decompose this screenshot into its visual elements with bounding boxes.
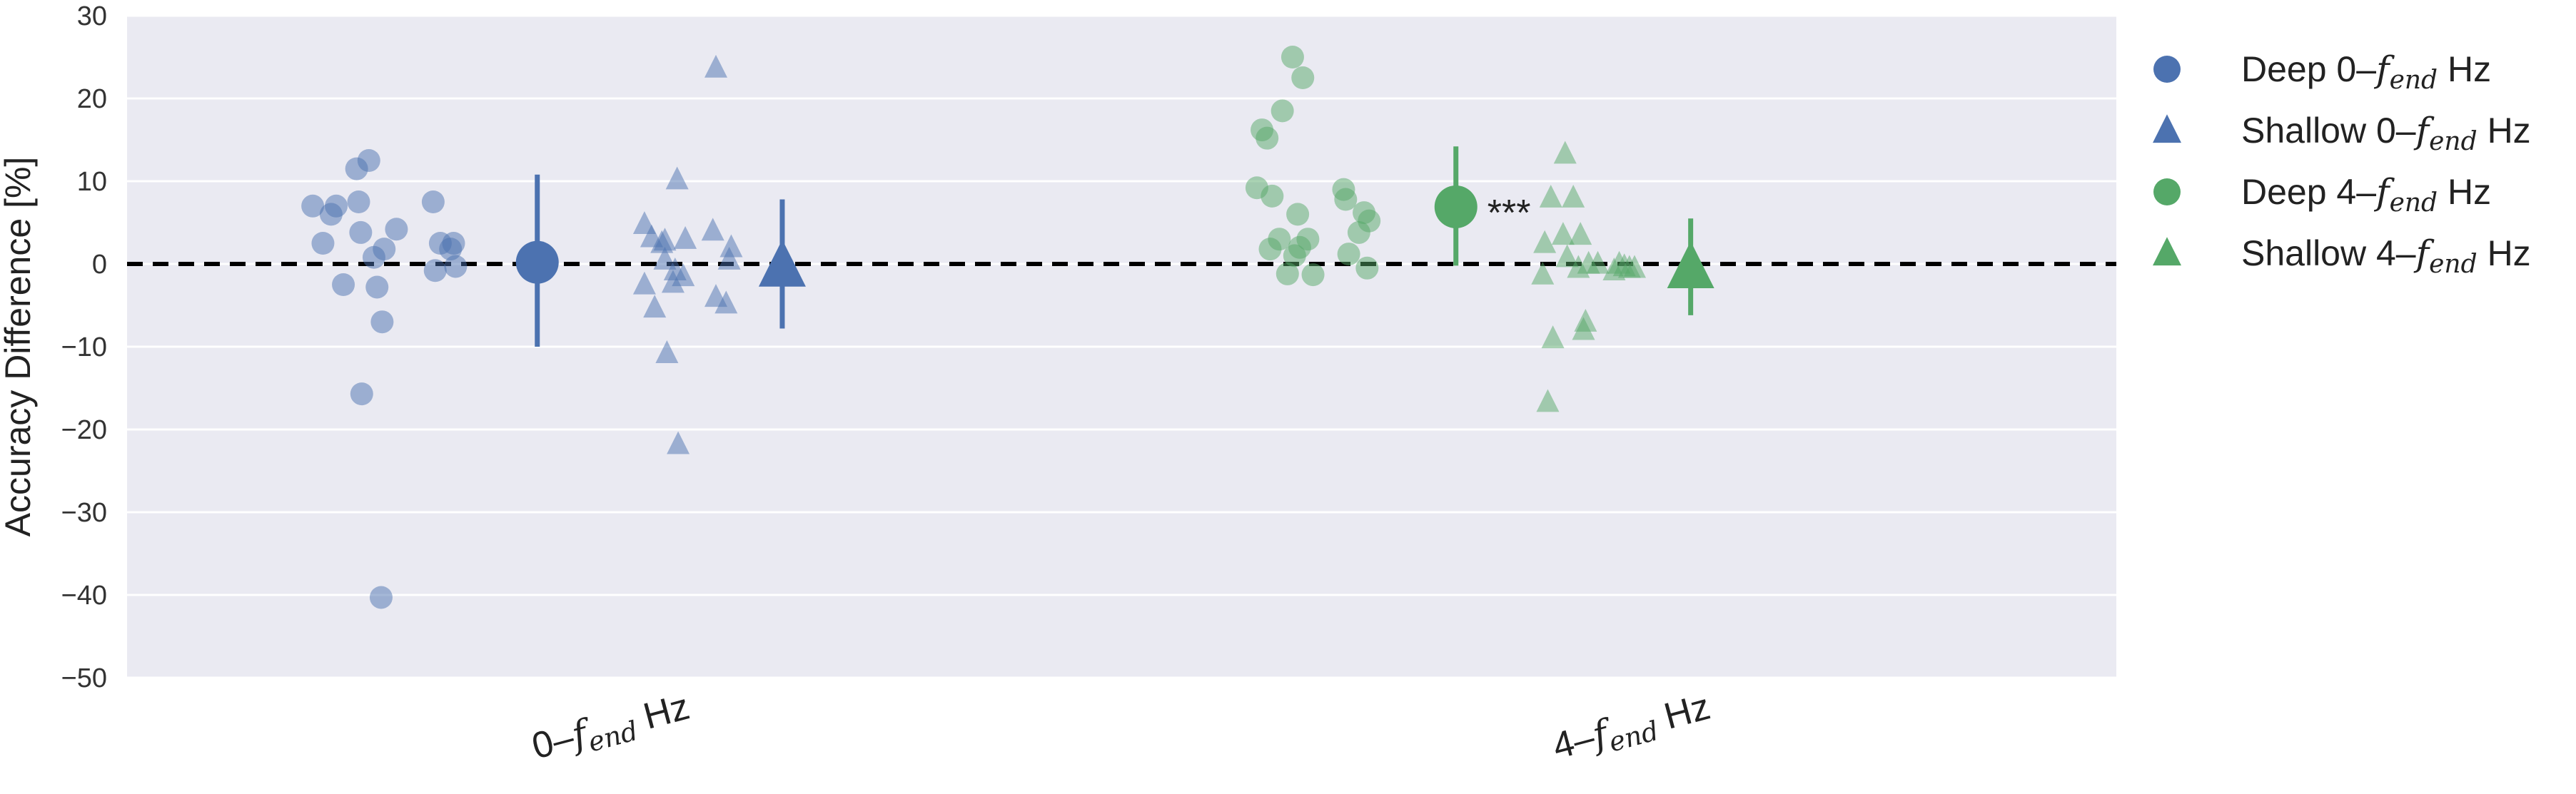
mean-marker xyxy=(1434,185,1478,228)
data-point xyxy=(370,310,394,334)
legend-marker xyxy=(2153,237,2181,266)
data-point xyxy=(1555,244,1579,268)
mean-markers: *** xyxy=(515,146,1714,347)
legend-label: Shallow 4–fend Hz xyxy=(2241,233,2531,279)
data-point xyxy=(667,431,690,454)
data-point xyxy=(1623,255,1646,278)
y-axis-label: Accuracy Difference [%] xyxy=(0,157,38,537)
legend: Deep 0–fend Hz Shallow 0–fend Hz Deep 4–fe… xyxy=(2153,49,2531,279)
series-points xyxy=(632,54,743,454)
data-point xyxy=(1256,126,1279,150)
data-point xyxy=(1358,209,1381,233)
data-point xyxy=(719,234,743,258)
data-point xyxy=(672,263,695,287)
x-category-label: 4–fend Hz xyxy=(1548,685,1716,772)
data-point xyxy=(349,220,373,244)
mean-marker xyxy=(515,240,559,284)
data-point xyxy=(661,270,685,293)
data-point xyxy=(655,340,679,363)
data-point xyxy=(1355,256,1379,280)
legend-label: Deep 0–fend Hz xyxy=(2241,49,2491,95)
mean-marker xyxy=(1667,241,1714,289)
data-point xyxy=(442,232,465,255)
legend-item: Shallow 0–fend Hz xyxy=(2153,110,2531,156)
data-point xyxy=(1261,184,1284,208)
data-point xyxy=(1533,230,1557,253)
series-points xyxy=(301,149,468,609)
y-tick-label: 20 xyxy=(77,84,107,114)
data-point xyxy=(674,225,697,249)
data-point xyxy=(444,255,468,278)
legend-marker xyxy=(2153,114,2181,143)
data-point xyxy=(1536,389,1560,412)
data-point xyxy=(347,190,370,213)
data-point xyxy=(714,290,738,314)
data-point xyxy=(1291,66,1315,89)
data-point xyxy=(423,259,447,283)
legend-marker xyxy=(2153,178,2181,205)
y-tick-label: 10 xyxy=(77,167,107,197)
legend-marker xyxy=(2153,56,2181,83)
data-point xyxy=(325,194,348,218)
gridlines xyxy=(127,14,2116,679)
data-point xyxy=(665,166,689,190)
data-point xyxy=(1562,184,1585,208)
y-tick-label: 0 xyxy=(92,250,107,280)
data-point xyxy=(421,190,445,213)
y-tick-label: −30 xyxy=(61,498,107,528)
data-point xyxy=(1531,261,1555,285)
legend-label: Shallow 0–fend Hz xyxy=(2241,110,2531,156)
data-point xyxy=(717,246,741,270)
significance-annotation: *** xyxy=(1487,193,1531,234)
data-points xyxy=(301,46,1646,609)
data-point xyxy=(373,238,396,261)
data-point xyxy=(385,218,408,241)
data-point xyxy=(653,228,677,251)
data-point xyxy=(1337,243,1360,266)
data-point xyxy=(1539,184,1562,208)
data-point xyxy=(1296,228,1320,251)
data-point xyxy=(1268,228,1291,251)
data-point xyxy=(632,271,656,295)
y-tick-label: −50 xyxy=(61,663,107,693)
data-point xyxy=(1271,99,1294,123)
data-point xyxy=(311,232,335,255)
data-point xyxy=(1286,203,1310,226)
mean-marker xyxy=(758,239,806,287)
data-point xyxy=(369,586,393,609)
data-point xyxy=(332,273,355,296)
data-point xyxy=(701,218,724,241)
data-point xyxy=(365,275,389,299)
data-point xyxy=(704,54,727,78)
legend-item: Deep 0–fend Hz xyxy=(2153,49,2491,95)
y-tick-label: −40 xyxy=(61,581,107,611)
x-category-label: 0–fend Hz xyxy=(527,685,695,772)
data-point xyxy=(350,382,373,406)
data-point xyxy=(1301,263,1325,287)
data-point xyxy=(1334,188,1358,211)
data-point xyxy=(1574,308,1597,332)
legend-item: Deep 4–fend Hz xyxy=(2153,171,2491,218)
y-tick-label: −10 xyxy=(61,332,107,362)
data-point xyxy=(1281,46,1304,68)
y-tick-label: −20 xyxy=(61,415,107,445)
data-point xyxy=(1551,222,1575,245)
data-point xyxy=(357,149,380,172)
data-point xyxy=(643,295,667,318)
data-point xyxy=(653,246,677,270)
y-tick-label: 30 xyxy=(77,1,107,31)
legend-label: Deep 4–fend Hz xyxy=(2241,171,2491,218)
data-point xyxy=(1586,250,1610,274)
series-points xyxy=(1245,46,1381,287)
data-point xyxy=(1541,325,1565,349)
series-points xyxy=(1531,141,1646,412)
y-axis-ticks: −50 −40 −30 −20 −10 0 10 20 30 xyxy=(61,1,107,693)
data-point xyxy=(1569,222,1592,245)
data-point xyxy=(1276,262,1299,285)
x-axis-categories: 0–fend Hz 4–fend Hz xyxy=(527,685,1716,772)
legend-item: Shallow 4–fend Hz xyxy=(2153,233,2531,279)
data-point xyxy=(1553,141,1577,164)
data-point xyxy=(301,194,325,218)
